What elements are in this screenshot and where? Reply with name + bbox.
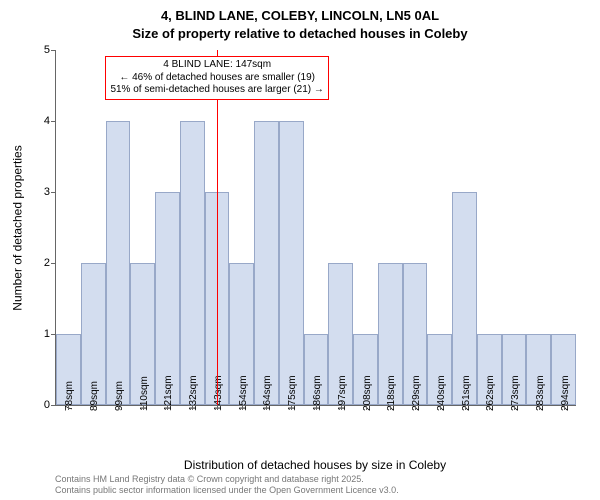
- x-tick-label: 110sqm: [139, 376, 150, 411]
- annotation-line-1: 4 BLIND LANE: 147sqm: [110, 59, 323, 72]
- annotation-box: 4 BLIND LANE: 147sqm ← 46% of detached h…: [105, 56, 328, 100]
- y-tick-mark: [51, 405, 56, 406]
- y-tick-mark: [51, 263, 56, 264]
- x-tick-label: 89sqm: [89, 381, 100, 411]
- y-tick-label: 1: [44, 328, 50, 340]
- x-tick-mark: [465, 405, 466, 410]
- x-tick-label: 229sqm: [411, 375, 422, 411]
- x-tick-mark: [167, 405, 168, 410]
- x-tick-label: 283sqm: [535, 375, 546, 411]
- y-tick-label: 5: [44, 44, 50, 56]
- x-tick-label: 262sqm: [485, 375, 496, 411]
- x-tick-mark: [217, 405, 218, 410]
- histogram-bar: [155, 192, 180, 405]
- x-tick-mark: [242, 405, 243, 410]
- x-tick-label: 121sqm: [163, 375, 174, 411]
- histogram-bar: [279, 121, 304, 405]
- histogram-bar: [180, 121, 205, 405]
- x-tick-mark: [489, 405, 490, 410]
- plot-area: 01234578sqm89sqm99sqm110sqm121sqm132sqm1…: [55, 50, 576, 406]
- y-tick-mark: [51, 50, 56, 51]
- x-axis-label: Distribution of detached houses by size …: [55, 458, 575, 472]
- histogram-bar: [452, 192, 477, 405]
- x-tick-label: 218sqm: [386, 375, 397, 411]
- x-tick-label: 273sqm: [510, 375, 521, 411]
- y-tick-mark: [51, 192, 56, 193]
- x-tick-label: 294sqm: [560, 375, 571, 411]
- x-tick-label: 251sqm: [461, 375, 472, 411]
- y-tick-mark: [51, 121, 56, 122]
- x-tick-mark: [415, 405, 416, 410]
- chart-title-main: 4, BLIND LANE, COLEBY, LINCOLN, LN5 0AL: [0, 8, 600, 23]
- x-tick-mark: [564, 405, 565, 410]
- x-tick-label: 99sqm: [114, 381, 125, 411]
- x-tick-mark: [291, 405, 292, 410]
- y-tick-label: 3: [44, 186, 50, 198]
- x-tick-label: 154sqm: [238, 375, 249, 411]
- credits-line-2: Contains public sector information licen…: [55, 485, 399, 496]
- x-tick-mark: [266, 405, 267, 410]
- histogram-bar: [254, 121, 279, 405]
- x-tick-mark: [316, 405, 317, 410]
- x-tick-mark: [68, 405, 69, 410]
- credits-line-1: Contains HM Land Registry data © Crown c…: [55, 474, 399, 485]
- annotation-line-2: ← 46% of detached houses are smaller (19…: [110, 72, 323, 85]
- x-tick-label: 197sqm: [337, 375, 348, 411]
- reference-line: [217, 50, 218, 405]
- x-tick-label: 78sqm: [64, 381, 75, 411]
- x-tick-label: 143sqm: [213, 375, 224, 411]
- x-tick-mark: [514, 405, 515, 410]
- x-tick-mark: [390, 405, 391, 410]
- x-tick-label: 175sqm: [287, 375, 298, 411]
- y-tick-label: 0: [44, 399, 50, 411]
- x-tick-mark: [143, 405, 144, 410]
- y-tick-label: 4: [44, 115, 50, 127]
- y-tick-label: 2: [44, 257, 50, 269]
- x-tick-label: 186sqm: [312, 375, 323, 411]
- annotation-line-3: 51% of semi-detached houses are larger (…: [110, 84, 323, 97]
- x-tick-mark: [440, 405, 441, 410]
- chart-container: 4, BLIND LANE, COLEBY, LINCOLN, LN5 0AL …: [0, 0, 600, 500]
- y-axis-label: Number of detached properties: [10, 50, 26, 405]
- x-tick-mark: [366, 405, 367, 410]
- y-axis-label-text: Number of detached properties: [11, 145, 25, 310]
- chart-title-sub: Size of property relative to detached ho…: [0, 26, 600, 41]
- x-tick-label: 240sqm: [436, 375, 447, 411]
- x-tick-label: 208sqm: [362, 375, 373, 411]
- histogram-bar: [106, 121, 131, 405]
- x-tick-mark: [93, 405, 94, 410]
- x-tick-mark: [539, 405, 540, 410]
- x-tick-mark: [192, 405, 193, 410]
- x-tick-label: 164sqm: [262, 375, 273, 411]
- x-tick-mark: [341, 405, 342, 410]
- x-tick-label: 132sqm: [188, 375, 199, 411]
- footer-credits: Contains HM Land Registry data © Crown c…: [55, 474, 399, 496]
- x-tick-mark: [118, 405, 119, 410]
